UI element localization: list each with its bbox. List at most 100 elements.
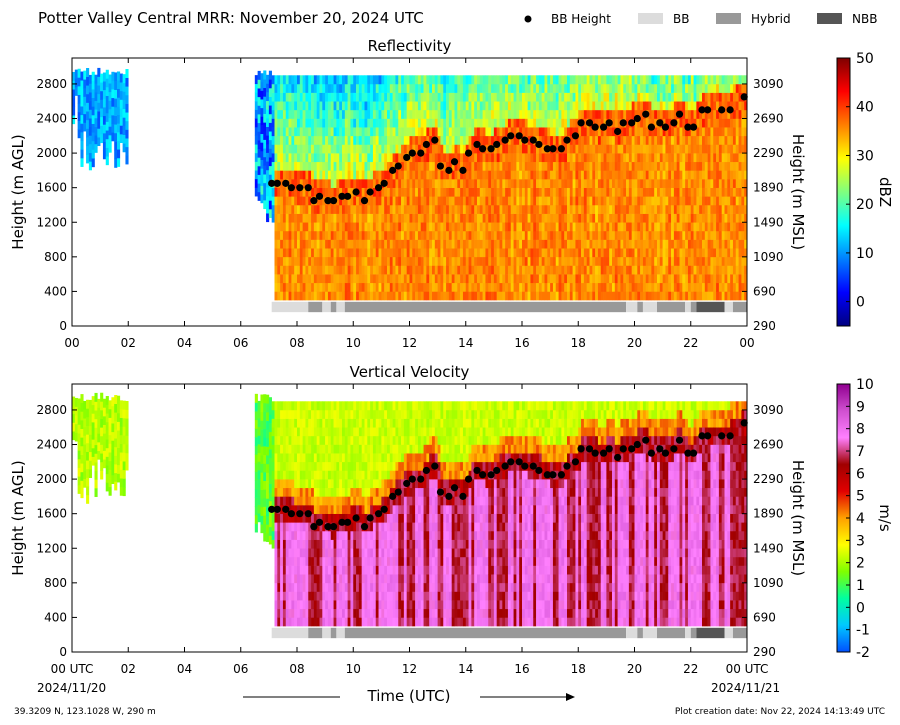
bb-height-point-64 [726,106,734,114]
colorbar-tick-label-5: 3 [856,533,865,549]
location-text: 39.3209 N, 123.1028 W, 290 m [14,707,156,717]
bb-height-point-42 [563,462,571,470]
bb-height-point-26 [450,484,459,492]
y-right-tick-label-4: 1890 [753,507,784,521]
bb-height-point-27 [459,166,467,174]
colorbar-tick-label-2: 20 [856,197,874,213]
y-tick-label-3: 1200 [36,215,67,229]
colorbar-tick-label-0: 0 [856,295,865,311]
bb-height-point-53 [642,110,650,118]
legend-bb-height-label: BB Height [551,12,611,26]
velocity-panel: Vertical Velocity 00 UTC 02 04 06 08 10 12 14 16… [9,363,894,676]
bb-height-point-10 [338,192,346,200]
colorbar-tick-label-3: 30 [856,148,874,164]
bb-height-point-19 [403,479,411,488]
bb-height-point-55 [656,119,664,127]
bb-height-point-51 [628,119,636,127]
bb-height-point-20 [408,475,416,483]
bb-height-point-55 [656,445,664,453]
y-right-tick-label-3: 1490 [753,541,784,555]
reflectivity-panel: Reflectivity 00 02 04 06 08 10 12 14 16 18 20 22 00 … [9,37,894,350]
bb-type-segment-7 [637,301,643,313]
y-tick-label-7: 2800 [36,77,67,91]
bb-type-segment-13 [724,627,733,639]
bb-height-point-48 [605,119,613,127]
bb-height-point-28 [464,475,473,483]
velocity-title: Vertical Velocity [350,363,470,381]
velocity-colorbar-label: m/s [876,504,894,532]
bb-height-point-53 [642,436,650,444]
bb-type-segment-3 [330,627,337,639]
colorbar-tick-label-10: 8 [856,422,865,438]
velocity-x-ticks: 00 UTC 02 04 06 08 10 12 14 16 18 20 22 00 UTC [51,384,768,676]
bb-height-point-4 [296,510,304,518]
reflectivity-bb-height-series [268,93,748,205]
y-right-tick-label-0: 290 [753,645,776,659]
creation-date-text: Plot creation date: Nov 22, 2024 14:13:4… [675,707,885,717]
x-tick-label-2: 04 [177,336,192,350]
velocity-y-ticks: 0 400 800 1200 1600 2000 2400 2800 [36,403,77,659]
bb-height-point-63 [718,106,726,114]
bb-height-point-18 [394,162,402,170]
bb-type-segment-0 [271,627,309,639]
bb-height-point-31 [487,145,495,153]
bb-height-point-12 [352,188,360,196]
bb-height-point-45 [585,119,594,127]
x-tick-label-1: 02 [121,336,136,350]
colorbar-tick-label-7: 5 [856,489,865,505]
y-tick-label-1: 400 [44,610,67,624]
bb-height-point-45 [585,445,594,453]
bb-height-point-8 [324,523,332,531]
y-right-tick-label-7: 3090 [753,77,784,91]
velocity-y-label: Height (m AGL) [9,460,27,575]
x-tick-label-11: 22 [683,662,698,676]
bb-height-point-36 [521,462,529,470]
colorbar-tick-label-0: -2 [856,645,870,661]
y-tick-label-4: 1600 [36,181,67,195]
bb-height-point-18 [394,488,402,496]
bb-height-point-52 [633,440,641,449]
bb-height-point-59 [684,123,692,131]
bb-height-point-56 [661,449,670,457]
bb-height-point-58 [675,436,684,444]
bb-height-point-13 [360,523,369,531]
legend-hybrid-label: Hybrid [751,12,791,26]
bb-height-point-46 [591,123,599,131]
bb-height-point-2 [282,505,290,513]
y-right-tick-label-5: 2290 [753,472,784,486]
bb-height-point-38 [535,140,543,149]
bb-height-point-5 [304,510,312,518]
velocity-colorbar-ticks: -2 -1 0 1 2 3 4 5 6 7 8 9 10 [846,377,874,661]
x-tick-label-2: 04 [177,662,192,676]
bb-height-point-61 [698,432,706,440]
bb-height-point-34 [507,458,515,466]
x-tick-label-4: 08 [289,662,304,676]
colorbar-tick-label-2: 0 [856,600,865,616]
y-right-tick-label-1: 690 [753,284,776,298]
bb-height-point-41 [557,145,565,153]
legend-nbb-patch [817,13,842,24]
bb-type-segment-1 [308,301,323,313]
reflectivity-y-ticks: 0 400 800 1200 1600 2000 2400 2800 [36,77,77,333]
bb-type-segment-3 [330,301,337,313]
bb-height-point-46 [591,449,599,457]
x-tick-label-3: 06 [233,662,248,676]
x-tick-label-9: 18 [571,336,586,350]
bb-type-segment-12 [696,627,725,639]
bb-height-point-60 [689,123,698,131]
y-right-tick-label-2: 1090 [753,576,784,590]
reflectivity-y-label: Height (m AGL) [9,134,27,249]
bb-height-point-20 [408,149,416,157]
colorbar-tick-label-6: 4 [856,511,865,527]
bb-type-segment-4 [336,301,345,313]
x-tick-label-10: 20 [627,662,642,676]
bb-height-point-12 [352,514,360,522]
bb-height-point-9 [329,197,338,205]
reflectivity-title: Reflectivity [368,37,452,55]
x-tick-label-12: 00 [739,336,754,350]
bb-height-point-50 [619,119,627,127]
bb-height-point-7 [315,518,324,526]
bb-height-point-57 [670,445,678,453]
velocity-y-ticks-right: 290 690 1090 1490 1890 2290 2690 3090 [742,403,784,659]
bb-height-point-39 [543,145,551,153]
